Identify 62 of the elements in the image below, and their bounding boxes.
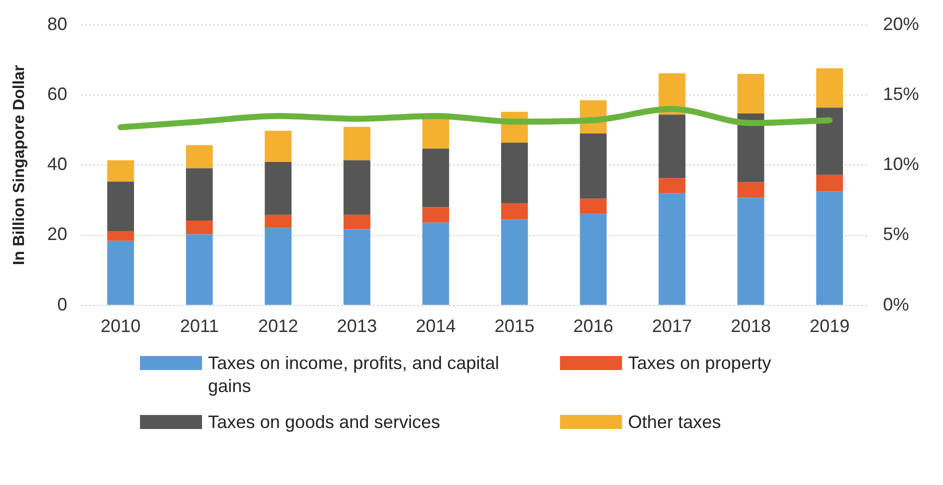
bar [816, 174, 843, 192]
x-tick-label: 2010 [100, 316, 141, 336]
x-tick-label: 2014 [416, 316, 456, 336]
x-tick-label: 2015 [494, 316, 535, 336]
x-tick-label: 2013 [336, 316, 377, 336]
bar [658, 193, 686, 305]
bar [107, 160, 134, 182]
x-tick-label: 2012 [258, 316, 298, 336]
bar [107, 240, 134, 305]
y2-tick-label: 5% [882, 224, 909, 244]
bar [422, 207, 450, 223]
bar [658, 178, 686, 194]
y2-tick-label: 20% [882, 14, 920, 34]
bar [422, 117, 450, 149]
x-tick-label: 2018 [730, 316, 771, 336]
bar [264, 228, 292, 305]
y2-tick-label: 0% [882, 294, 909, 314]
bar [658, 114, 686, 178]
bar [186, 220, 213, 234]
bar [737, 198, 764, 305]
bar [816, 191, 843, 305]
bar [186, 234, 213, 305]
bar [501, 142, 528, 204]
y-tick-label: 40 [47, 154, 68, 174]
x-tick-label: 2016 [573, 316, 614, 336]
y-tick-label: 60 [47, 84, 68, 104]
bar [264, 130, 292, 162]
bar [816, 108, 843, 175]
bar [580, 198, 607, 214]
bar [344, 160, 370, 215]
bar [107, 231, 134, 241]
x-tick-label: 2019 [810, 316, 850, 336]
legend-label: Taxes on property [628, 352, 772, 374]
bar [344, 229, 370, 305]
bar [580, 134, 607, 199]
bar [344, 214, 370, 230]
y2-tick-label: 15% [882, 84, 920, 104]
bar [186, 145, 213, 168]
bar [737, 182, 764, 198]
bar [580, 214, 607, 305]
bar [186, 168, 213, 221]
y2-tick-label: 10% [882, 154, 920, 174]
bar [501, 203, 528, 220]
bar [107, 182, 134, 232]
bar [816, 68, 843, 108]
bar [422, 148, 450, 208]
bar [422, 222, 450, 305]
bar [264, 214, 292, 228]
x-tick-label: 2011 [180, 316, 219, 336]
bar [264, 162, 292, 215]
bar [344, 126, 370, 160]
y-tick-label: 20 [47, 224, 68, 244]
legend-label: Other taxes [628, 411, 722, 434]
bar [501, 219, 528, 305]
y-tick-label: 0 [57, 294, 68, 314]
bar [737, 74, 764, 114]
bar [737, 114, 764, 182]
legend-label: Taxes on income, profits, and capital gains [208, 352, 500, 397]
legend-label: Taxes on goods and services [208, 411, 442, 434]
y-tick-label: 80 [47, 14, 68, 34]
y-axis-title: In Billion Singapore Dollar [11, 65, 28, 266]
x-tick-label: 2017 [652, 316, 692, 336]
